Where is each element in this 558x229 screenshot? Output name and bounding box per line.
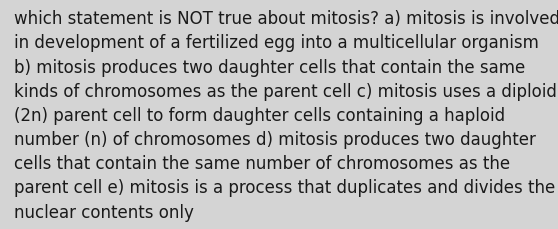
Text: in development of a fertilized egg into a multicellular organism: in development of a fertilized egg into … [14, 34, 539, 52]
Text: kinds of chromosomes as the parent cell c) mitosis uses a diploid: kinds of chromosomes as the parent cell … [14, 82, 557, 100]
Text: (2n) parent cell to form daughter cells containing a haploid: (2n) parent cell to form daughter cells … [14, 106, 505, 124]
Text: parent cell e) mitosis is a process that duplicates and divides the: parent cell e) mitosis is a process that… [14, 179, 555, 196]
Text: number (n) of chromosomes d) mitosis produces two daughter: number (n) of chromosomes d) mitosis pro… [14, 131, 536, 148]
Text: nuclear contents only: nuclear contents only [14, 203, 194, 221]
Text: b) mitosis produces two daughter cells that contain the same: b) mitosis produces two daughter cells t… [14, 58, 525, 76]
Text: cells that contain the same number of chromosomes as the: cells that contain the same number of ch… [14, 155, 510, 172]
Text: which statement is NOT true about mitosis? a) mitosis is involved: which statement is NOT true about mitosi… [14, 10, 558, 28]
